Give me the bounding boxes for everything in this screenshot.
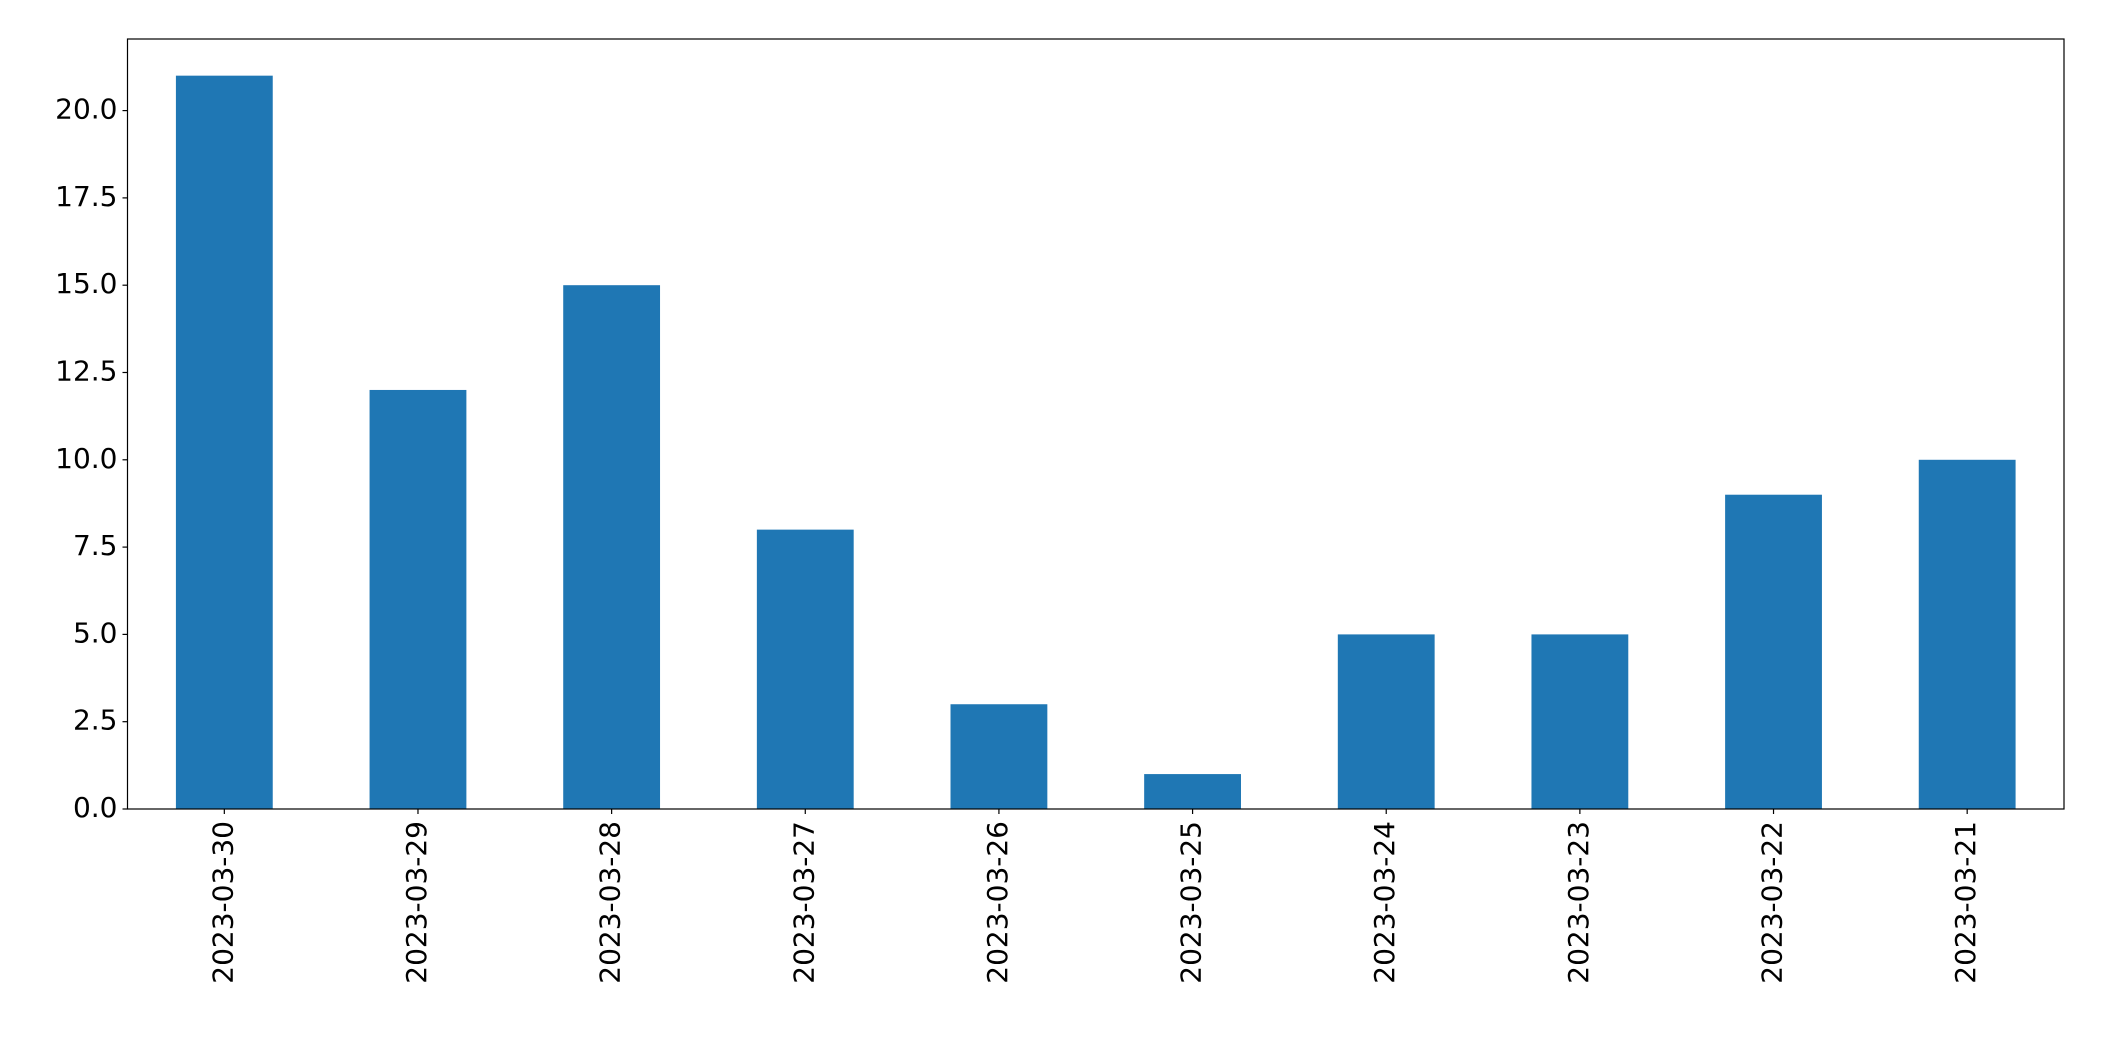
bar — [756, 529, 854, 809]
plot-frame — [126, 38, 2065, 810]
bar — [175, 75, 273, 809]
x-tick-label: 2023-03-21 — [1949, 821, 1982, 984]
x-tick-label: 2023-03-28 — [594, 821, 627, 984]
bar — [1725, 494, 1822, 809]
x-tick-label: 2023-03-25 — [1175, 821, 1208, 984]
x-tick-label: 2023-03-26 — [981, 821, 1014, 984]
x-tick-label: 2023-03-24 — [1368, 821, 1401, 984]
bar — [1144, 774, 1241, 809]
bar — [950, 704, 1048, 809]
y-tick-label: 20.0 — [55, 93, 117, 126]
y-tick-label: 2.5 — [73, 704, 118, 737]
y-tick-label: 5.0 — [73, 616, 118, 649]
x-tick-label: 2023-03-27 — [787, 821, 820, 984]
x-tick-label: 2023-03-29 — [400, 821, 433, 984]
bar — [1337, 634, 1435, 809]
y-tick-label: 0.0 — [73, 791, 118, 824]
bar — [1531, 634, 1629, 809]
y-tick-label: 10.0 — [55, 442, 117, 475]
y-tick-label: 15.0 — [55, 267, 117, 300]
y-tick-label: 17.5 — [55, 180, 117, 213]
bar — [369, 389, 467, 809]
y-tick-label: 7.5 — [73, 529, 118, 562]
bar — [1918, 459, 2016, 809]
bar — [563, 285, 661, 809]
x-tick-label: 2023-03-30 — [206, 821, 239, 984]
x-tick-label: 2023-03-23 — [1562, 821, 1595, 984]
x-tick-label: 2023-03-22 — [1756, 821, 1789, 984]
y-tick-label: 12.5 — [55, 354, 117, 387]
